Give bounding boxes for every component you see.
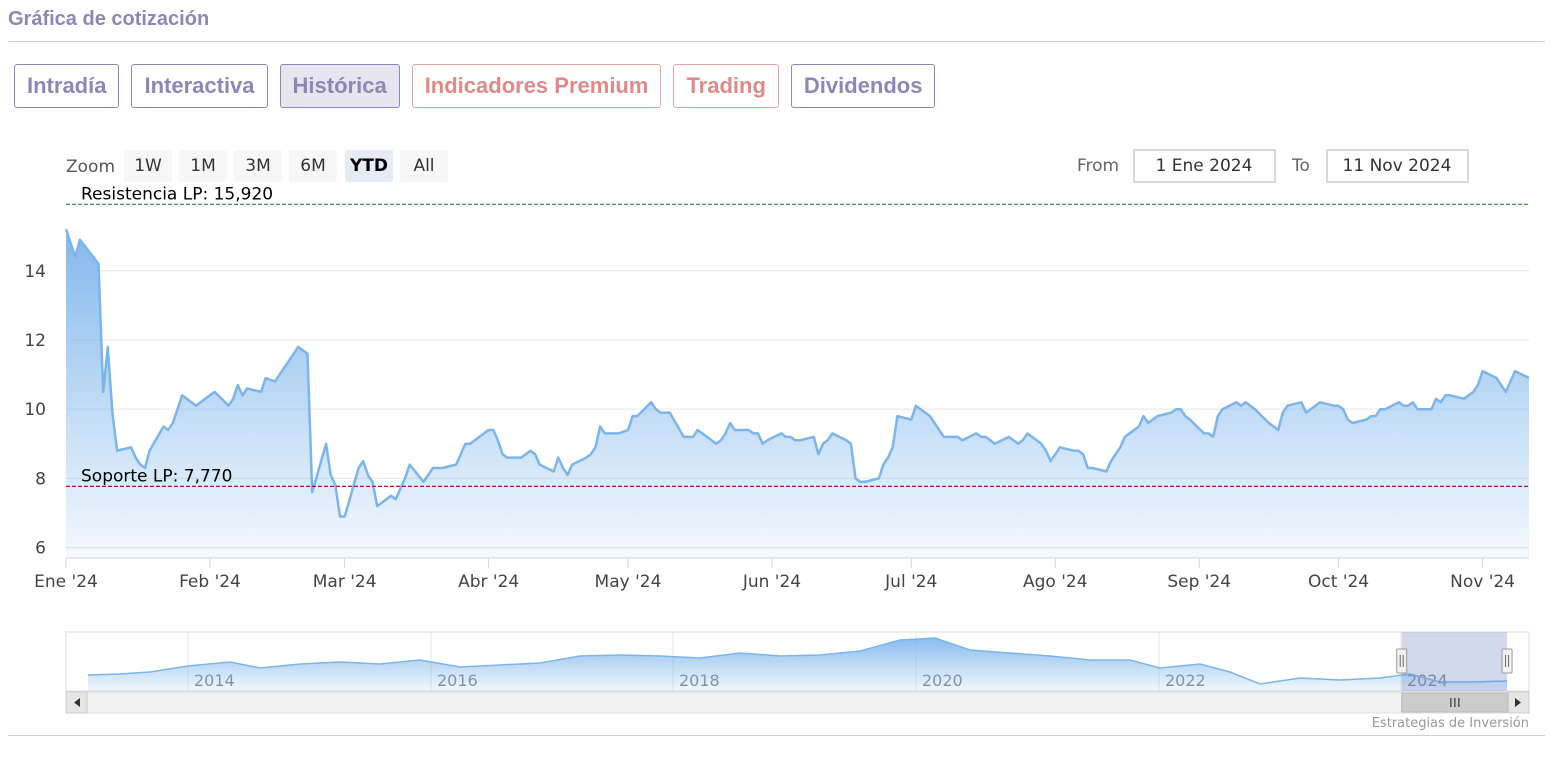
to-label: To [1291,156,1310,176]
zoom-button-label: 3M [245,156,270,176]
x-tick-label: Abr '24 [458,572,519,592]
title-divider [8,41,1545,42]
scrollbar-track[interactable] [65,691,1530,714]
to-date-input[interactable] [1326,149,1469,183]
x-tick-label: Mar '24 [313,572,377,592]
zoom-button-label: 1M [190,156,215,176]
zoom-button-all[interactable] [400,150,448,182]
y-tick-label: 12 [24,331,46,351]
scroll-right-icon [1515,698,1521,707]
zoom-label: Zoom [66,157,115,177]
navigator-handle-right[interactable] [1501,648,1513,674]
zoom-button-label: 6M [300,156,325,176]
tab-dividendos[interactable]: Dividendos [790,64,936,108]
chart-credits[interactable]: Estrategias de Inversión [1372,716,1529,731]
price-area [66,229,1529,558]
zoom-button-label: All [413,156,434,176]
navigator-handle-left[interactable] [1396,648,1408,674]
zoom-button-1m[interactable] [179,150,227,182]
y-tick-label: 10 [24,400,46,420]
bottom-divider [8,735,1545,736]
support-label: Soporte LP: 7,770 [81,466,232,486]
from-date-value: 1 Ene 2024 [1156,156,1253,176]
zoom-button-label: 1W [134,156,162,176]
price-line [64,228,1530,518]
price-chart: Zoom 1W 1M 3M 6M YTD All From 1 Ene 2024 To 11 Nov… [24,149,1530,731]
x-tick-label: Ene '24 [34,572,98,592]
x-tick-label: May '24 [595,572,662,592]
x-tick-label: Ago '24 [1023,572,1088,592]
y-tick-label: 6 [35,539,46,559]
y-tick-label: 14 [24,262,46,282]
x-tick-label: Feb '24 [179,572,241,592]
tab-indicadores-premium[interactable]: Indicadores Premium [411,64,662,108]
navigator-area [88,638,1507,691]
from-date-input[interactable] [1133,149,1276,183]
zoom-button-3m[interactable] [234,150,282,182]
zoom-button-6m[interactable] [289,150,337,182]
x-tick-label: Oct '24 [1308,572,1369,592]
y-tick-label: 8 [35,469,46,489]
tab-interactiva[interactable]: Interactiva [131,64,268,108]
tab-hist-rica[interactable]: Histórica [279,64,400,108]
navigator-line [87,637,1508,685]
from-label: From [1077,156,1119,176]
x-tick-label: Sep '24 [1167,572,1231,592]
zoom-button-label: YTD [349,156,388,176]
zoom-button-ytd[interactable] [345,150,393,182]
x-tick-label: Jun '24 [742,572,801,592]
resistance-label: Resistencia LP: 15,920 [81,184,273,204]
chart-tabs: Intradía Interactiva Histórica Indicadores … [14,64,936,108]
navigator-selection[interactable] [1401,632,1508,691]
x-tick-label: Nov '24 [1450,572,1515,592]
scroll-left-icon [74,698,80,707]
x-tick-label: Jul '24 [884,572,937,592]
page-title: Gráfica de cotización [8,8,210,30]
tab-trading[interactable]: Trading [673,64,779,108]
tab-intrad-a[interactable]: Intradía [14,64,120,108]
zoom-button-1w[interactable] [124,150,172,182]
to-date-value: 11 Nov 2024 [1343,156,1452,176]
